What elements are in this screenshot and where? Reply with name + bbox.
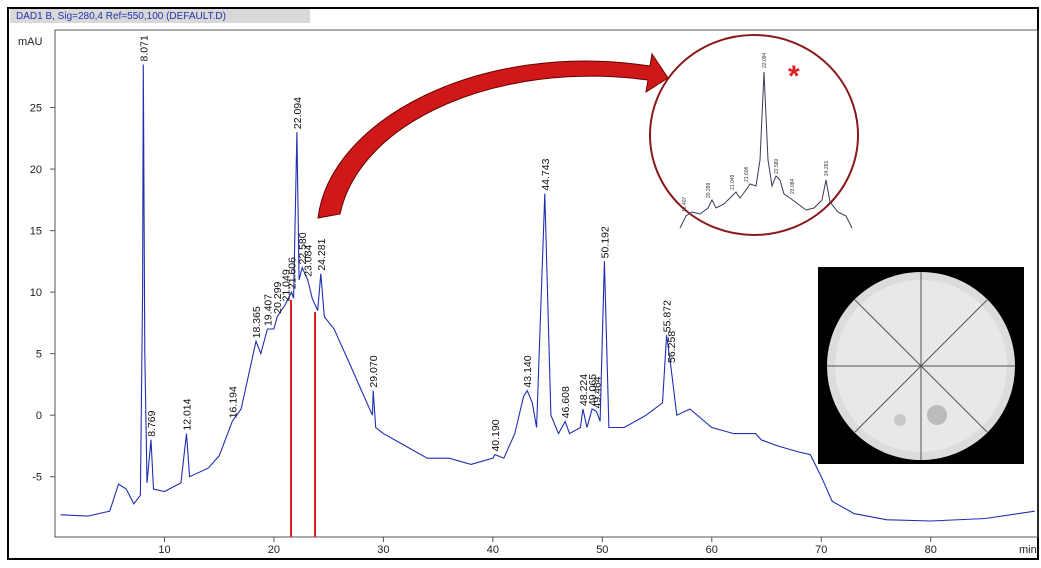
inset: * 18.407 20.299 21.049 21.606 22.094 22.580 23…	[650, 35, 858, 235]
peak-label: 43.140	[522, 355, 534, 387]
peak-label: 8.769	[146, 410, 158, 436]
photo	[818, 267, 1024, 464]
x-tick-label: 10	[158, 544, 170, 556]
x-tick-label: 30	[377, 544, 389, 556]
peak-label: 55.872	[662, 300, 674, 332]
peak-label: 8.071	[138, 35, 150, 61]
peak-label: 49.464	[591, 376, 603, 408]
peak-label: 40.190	[490, 419, 502, 451]
inset-marker: *	[788, 60, 800, 93]
y-axis-label: mAU	[18, 36, 43, 48]
x-tick-label: 80	[925, 544, 937, 556]
peak-label: 18.365	[251, 306, 263, 338]
dish-spot	[894, 414, 906, 426]
x-tick-label: 60	[706, 544, 718, 556]
chart: DAD1 B, Sig=280,4 Ref=550,100 (DEFAULT.D…	[0, 0, 1041, 563]
inset-label: 22.580	[774, 158, 780, 174]
dish-spot	[927, 405, 947, 425]
peak-label: 24.281	[316, 238, 328, 270]
peak-label: 44.743	[540, 158, 552, 190]
y-tick-label: 25	[30, 103, 42, 115]
inset-label: 20.299	[706, 182, 712, 198]
peak-label: 50.192	[599, 226, 611, 258]
header: DAD1 B, Sig=280,4 Ref=550,100 (DEFAULT.D…	[16, 11, 226, 22]
x-tick-label: 40	[487, 544, 499, 556]
y-tick-label: -5	[32, 472, 42, 484]
x-axis-label: min	[1019, 544, 1037, 556]
inset-label: 24.281	[824, 160, 830, 176]
y-tick-label: 15	[30, 226, 42, 238]
inset-label: 23.084	[790, 178, 796, 194]
peak-label: 29.070	[368, 355, 380, 387]
peak-label: 22.094	[292, 97, 304, 129]
peak-label: 12.014	[182, 398, 194, 430]
x-tick-label: 50	[596, 544, 608, 556]
peak-label: 23.084	[303, 245, 315, 277]
y-tick-label: 0	[36, 410, 42, 422]
peak-label: 46.608	[560, 386, 572, 418]
inset-label: 22.094	[762, 52, 768, 68]
peak-label: 16.194	[227, 386, 239, 418]
inset-label: 18.407	[682, 196, 688, 212]
y-tick-label: 10	[30, 287, 42, 299]
y-tick-label: 5	[36, 349, 42, 361]
inset-label: 21.049	[730, 174, 736, 190]
y-tick-label: 20	[30, 164, 42, 176]
x-tick-label: 20	[268, 544, 280, 556]
inset-label: 21.606	[744, 166, 750, 182]
x-tick-label: 70	[815, 544, 827, 556]
peak-label: 56.258	[666, 331, 678, 363]
